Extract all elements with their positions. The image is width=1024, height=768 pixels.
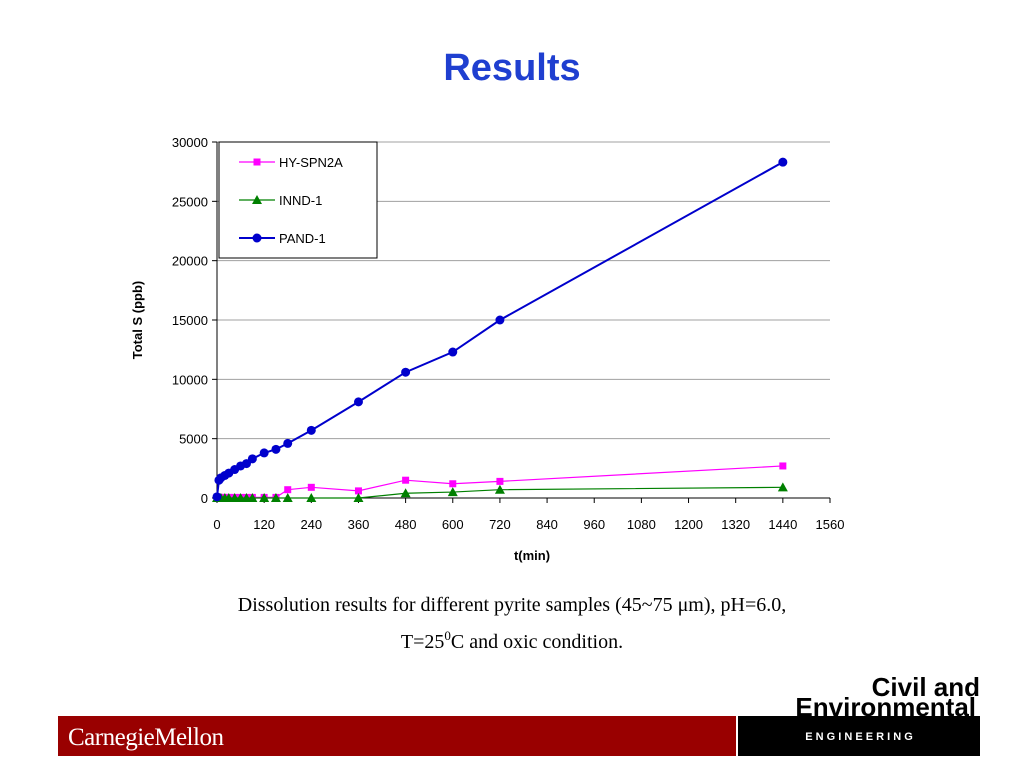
x-tick-label: 120 [253,517,275,532]
logo-text: E N G I N E E R I N G [805,731,913,743]
x-tick-label: 360 [348,517,370,532]
x-tick-label: 960 [583,517,605,532]
caption-line: T=250C and oxic condition. [401,628,623,653]
point [306,425,316,435]
x-tick-label: 0 [213,517,220,532]
x-tick-label: 840 [536,517,558,532]
point [779,462,787,470]
point [495,315,505,325]
point [494,484,505,494]
caption-text: C and oxic condition. [451,631,623,653]
y-axis-label: Total S (ppb) [130,281,145,359]
point [449,480,457,488]
point [212,492,222,502]
logo-text: Civil and [872,672,980,702]
x-tick-label: 480 [395,517,417,532]
x-tick-label: 240 [300,517,322,532]
x-tick-label: 720 [489,517,511,532]
caption-text: T=25 [401,631,445,653]
caption-line: Dissolution results for different pyrite… [238,594,787,616]
point [282,493,293,502]
point [284,486,292,494]
x-tick-label: 600 [442,517,464,532]
point [247,493,258,502]
point [401,367,411,377]
point [353,493,364,502]
x-tick-label: 1200 [674,517,703,532]
point [353,397,363,407]
point [496,477,504,485]
y-tick-label: 30000 [172,135,208,150]
y-tick-label: 15000 [172,313,208,328]
y-tick-label: 0 [201,491,208,506]
slide-title: Results [443,47,580,89]
point [402,476,410,484]
logo-text: Environmental [795,692,976,722]
legend-marker [252,233,262,243]
point [447,487,458,497]
point [247,454,257,464]
point [354,487,362,495]
legend-marker [252,195,262,204]
point [778,157,788,167]
y-tick-label: 25000 [172,194,208,209]
y-tick-label: 20000 [172,254,208,269]
point [306,493,317,502]
point [400,488,411,498]
point [271,444,281,454]
y-tick-label: 10000 [172,372,208,387]
point [307,483,315,491]
y-tick-label: 5000 [179,432,208,447]
legend-label: PAND-1 [279,231,326,246]
x-tick-label: 1320 [721,517,750,532]
point [259,448,269,458]
point [777,482,788,492]
x-tick-label: 1080 [627,517,656,532]
x-tick-label: 1440 [768,517,797,532]
caption-sup: 0 [444,628,451,643]
point [259,493,270,502]
logo-box [738,716,980,756]
footer-bar [58,716,736,756]
point [270,493,281,502]
legend-marker [253,158,261,166]
x-tick-label: 1560 [816,517,845,532]
point [283,438,293,448]
x-axis-label: t(min) [514,548,550,563]
legend-label: HY-SPN2A [279,155,343,170]
university-name: CarnegieMellon [68,724,224,751]
point [448,347,458,357]
legend-label: INND-1 [279,193,322,208]
